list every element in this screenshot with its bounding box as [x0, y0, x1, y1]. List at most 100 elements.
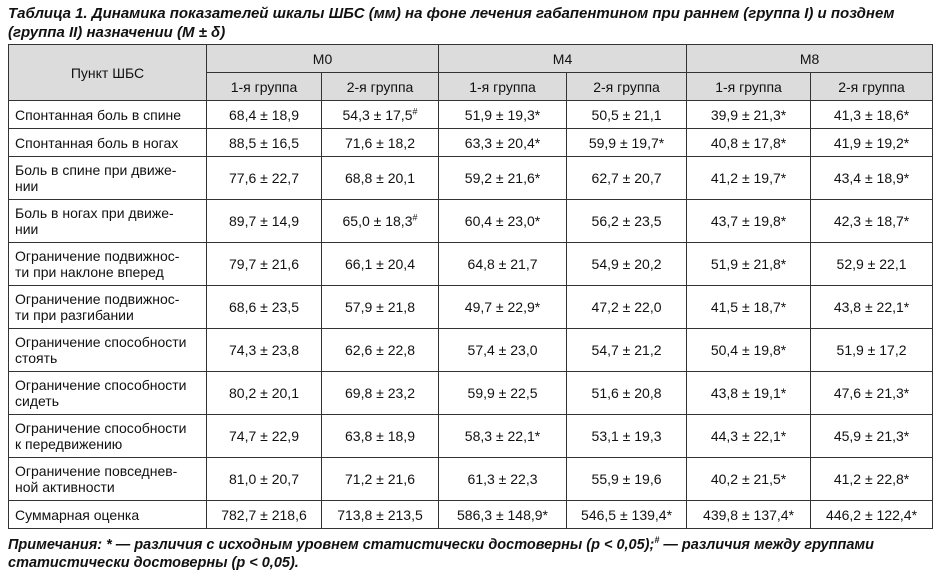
value-cell: 62,6 ± 22,8 — [320, 328, 440, 372]
value-cell: 54,9 ± 20,2 — [566, 242, 688, 286]
label-line: Ограничение способности — [15, 334, 187, 350]
label-line: Ограничение способности — [15, 377, 187, 393]
label-line: ти при разгибании — [15, 307, 134, 323]
value-cell: 50,4 ± 19,8* — [686, 328, 812, 372]
table-head: Пункт ШБС M0 M4 M8 1-я группа 2-я группа 1-я г… — [8, 44, 934, 101]
subheader: 1-я группа — [686, 72, 812, 101]
value-cell: 60,4 ± 23,0* — [438, 199, 568, 243]
group-header: M8 — [686, 44, 934, 73]
row-label: Ограничение подвижнос-ти при наклоне впе… — [8, 242, 207, 286]
value-cell: 63,8 ± 18,9 — [320, 414, 440, 458]
value-cell: 43,7 ± 19,8* — [686, 199, 812, 243]
value-cell: 47,2 ± 22,0 — [566, 285, 688, 329]
value-cell: 52,9 ± 22,1 — [810, 242, 934, 286]
value-cell: 53,1 ± 19,3 — [566, 414, 688, 458]
label-line: Боль в спине при движе- — [15, 162, 177, 178]
row-label: Ограничение подвижнос-ти при разгибании — [8, 285, 207, 329]
label-line: Боль в ногах при движе- — [15, 205, 174, 221]
value-cell: 68,6 ± 23,5 — [206, 285, 322, 329]
table-row: Ограничение способности стоять 74,3 ± 23,8… — [8, 328, 934, 372]
value-cell: 59,9 ± 19,7* — [566, 128, 688, 157]
value-cell: 41,9 ± 19,2* — [810, 128, 934, 157]
label-line: Спонтанная боль в ногах — [15, 134, 179, 151]
value-cell: 66,1 ± 20,4 — [320, 242, 440, 286]
group-header: M4 — [438, 44, 688, 73]
value-cell: 56,2 ± 23,5 — [566, 199, 688, 243]
value-mark: # — [412, 212, 418, 223]
row-label: Ограничение способности сидеть — [8, 371, 207, 415]
value-cell: 43,4 ± 18,9* — [810, 156, 934, 200]
value-cell: 65,0 ± 18,3# — [320, 199, 440, 243]
value-cell: 586,3 ± 148,9* — [438, 500, 568, 529]
subheader: 1-я группа — [438, 72, 568, 101]
value-cell: 59,9 ± 22,5 — [438, 371, 568, 415]
table-row: Ограничение подвижнос-ти при наклоне впе… — [8, 242, 934, 286]
header-row: 1-я группа 2-я группа 1-я группа 2-я группа… — [9, 72, 934, 101]
footnote: Примечания: * — различия с исходным уров… — [8, 536, 936, 572]
value-cell: 57,9 ± 21,8 — [320, 285, 440, 329]
value-cell: 41,5 ± 18,7* — [686, 285, 812, 329]
value-cell: 47,6 ± 21,3* — [810, 371, 934, 415]
value-cell: 81,0 ± 20,7 — [206, 457, 322, 501]
value-cell: 69,8 ± 23,2 — [320, 371, 440, 415]
value-cell: 50,5 ± 21,1 — [566, 100, 688, 129]
header-cell: Пункт ШБС — [8, 44, 207, 101]
value-cell: 546,5 ± 139,4* — [566, 500, 688, 529]
row-label: Спонтанная боль в ногах — [8, 128, 207, 157]
value-cell: 59,2 ± 21,6* — [438, 156, 568, 200]
label-line: сидеть — [15, 393, 60, 409]
value-cell: 42,3 ± 18,7* — [810, 199, 934, 243]
value-cell: 89,7 ± 14,9 — [206, 199, 322, 243]
value-cell: 41,3 ± 18,6* — [810, 100, 934, 129]
row-label: Спонтанная боль в спине — [8, 100, 207, 129]
label-line: Ограничение способности — [15, 420, 187, 436]
table-row: Спонтанная боль в ногах 88,5 ± 16,5 71,6 ±… — [8, 128, 934, 157]
value-cell: 80,2 ± 20,1 — [206, 371, 322, 415]
table-row: Ограничение способности к передвижению 74,… — [8, 414, 934, 458]
value-cell: 439,8 ± 137,4* — [686, 500, 812, 529]
table-row: Спонтанная боль в спине 68,4 ± 18,9 54,3 ±… — [8, 100, 934, 129]
label-line: нии — [15, 178, 39, 194]
value-cell: 41,2 ± 19,7* — [686, 156, 812, 200]
row-label: Суммарная оценка — [8, 500, 207, 529]
label-line: к передвижению — [15, 436, 123, 452]
value-cell: 41,2 ± 22,8* — [810, 457, 934, 501]
note-text: * — различия с исходным уровнем статисти… — [106, 537, 655, 553]
label-line: ти при наклоне вперед — [15, 264, 164, 280]
table-title: Таблица 1. Динамика показателей шкалы ШБ… — [8, 5, 895, 41]
value-cell: 74,3 ± 23,8 — [206, 328, 322, 372]
row-label: Боль в ногах при движе-нии — [8, 199, 207, 243]
table-row: Суммарная оценка 782,7 ± 218,6 713,8 ± 213… — [8, 500, 934, 529]
row-label: Ограничение способности стоять — [8, 328, 207, 372]
value-cell: 55,9 ± 19,6 — [566, 457, 688, 501]
value-cell: 446,2 ± 122,4* — [810, 500, 934, 529]
label-line: стоять — [15, 350, 58, 366]
note-mark: # — [654, 535, 660, 546]
value-text: 54,3 ± 17,5 — [342, 106, 413, 123]
data-table: Пункт ШБС M0 M4 M8 1-я группа 2-я группа 1-я г… — [8, 44, 934, 529]
value-cell: 51,6 ± 20,8 — [566, 371, 688, 415]
table-row: Боль в спине при движе-нии 77,6 ± 22,7 68,… — [8, 156, 934, 200]
note-text: — различия между группами статистически … — [8, 537, 874, 571]
value-cell: 64,8 ± 21,7 — [438, 242, 568, 286]
value-cell: 63,3 ± 20,4* — [438, 128, 568, 157]
value-cell: 58,3 ± 22,1* — [438, 414, 568, 458]
table-row: Боль в ногах при движе-нии 89,7 ± 14,9 65,… — [8, 199, 934, 243]
value-cell: 88,5 ± 16,5 — [206, 128, 322, 157]
value-cell: 40,2 ± 21,5* — [686, 457, 812, 501]
label-line: Ограничение подвижнос- — [15, 248, 180, 264]
value-cell: 79,7 ± 21,6 — [206, 242, 322, 286]
value-cell: 68,4 ± 18,9 — [206, 100, 322, 129]
value-cell: 61,3 ± 22,3 — [438, 457, 568, 501]
note-label: Примечания: — [8, 537, 103, 553]
table-row: Ограничение способности сидеть 80,2 ± 20,1… — [8, 371, 934, 415]
value-cell: 71,6 ± 18,2 — [320, 128, 440, 157]
value-cell: 57,4 ± 23,0 — [438, 328, 568, 372]
value-cell: 39,9 ± 21,3* — [686, 100, 812, 129]
value-cell: 62,7 ± 20,7 — [566, 156, 688, 200]
value-cell: 44,3 ± 22,1* — [686, 414, 812, 458]
value-cell: 71,2 ± 21,6 — [320, 457, 440, 501]
value-cell: 54,7 ± 21,2 — [566, 328, 688, 372]
label-line: Суммарная оценка — [15, 506, 140, 523]
